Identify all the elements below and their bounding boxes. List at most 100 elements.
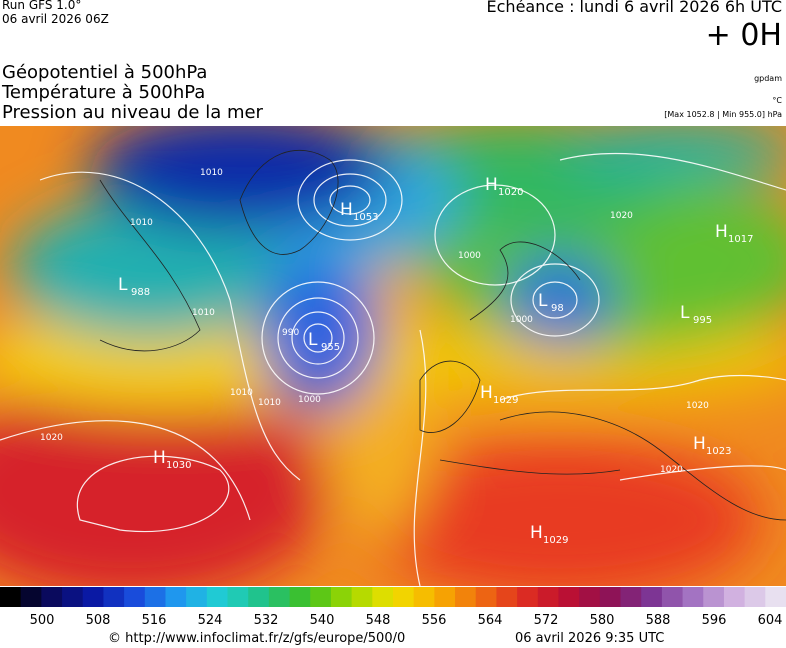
center-value: 988 <box>131 287 150 298</box>
field: Température à 500hPa <box>2 82 206 103</box>
isobar-label: 1010 <box>200 168 223 178</box>
center-letter: L <box>118 275 128 295</box>
center-letter: H <box>480 383 493 403</box>
isobar-label: 1000 <box>298 395 321 405</box>
colorbar-swatch <box>268 587 291 607</box>
field: Pression au niveau de la mer <box>2 102 263 123</box>
field: Géopotentiel à 500hPa <box>2 62 208 83</box>
center-value: 995 <box>693 315 712 326</box>
colorbar-swatch <box>434 587 456 607</box>
isobar-label: 1010 <box>258 398 281 408</box>
colorbar-swatch <box>310 587 332 607</box>
source-url: © http://www.infoclimat.fr/z/gfs/europe/… <box>108 631 406 646</box>
colorbar-swatch <box>330 587 353 607</box>
center-letter: L <box>680 303 690 323</box>
run-date: 06 avril 2026 06Z <box>2 12 109 26</box>
isobar-label: 1000 <box>510 315 533 325</box>
pressure-center: L 988 <box>118 275 150 298</box>
isobar-label: 1010 <box>192 308 215 318</box>
colorbar-swatch <box>393 587 415 607</box>
center-letter: H <box>153 448 166 468</box>
offset: + 0H <box>705 18 782 53</box>
echeance: Echéance : lundi 6 avril 2026 6h UTC <box>486 0 782 16</box>
colorbar-swatch <box>124 587 146 607</box>
pressure-center: H 1053 <box>340 200 378 223</box>
colorbar-swatch <box>661 587 684 607</box>
timestamp: 06 avril 2026 9:35 UTC <box>515 631 665 646</box>
isobar-label: 1020 <box>610 211 633 221</box>
pressure-center: L 995 <box>680 303 712 326</box>
run: Run GFS 1.0° <box>2 0 82 12</box>
colorbar-swatch <box>165 587 187 607</box>
center-letter: H <box>340 200 353 220</box>
center-value: 1029 <box>543 535 568 546</box>
center-value: 1053 <box>353 212 378 223</box>
colorbar-tick-label: 548 <box>366 613 391 628</box>
colorbar-tick-label: 556 <box>422 613 447 628</box>
colorbar-swatch <box>372 587 394 607</box>
colorbar-swatch <box>82 587 104 607</box>
colorbar-swatch <box>0 587 22 607</box>
colorbar-swatch <box>227 587 249 607</box>
colorbar-swatch <box>579 587 601 607</box>
colorbar-swatch <box>558 587 580 607</box>
center-value: 98 <box>551 303 564 314</box>
colorbar-tick-label: 508 <box>86 613 111 628</box>
colorbar-swatch <box>620 587 642 607</box>
center-value: 955 <box>321 342 340 353</box>
isobar-label: 990 <box>282 328 299 338</box>
isobar-label: 1000 <box>458 251 481 261</box>
center-letter: H <box>715 222 728 242</box>
colorbar-swatch <box>744 587 766 607</box>
center-value: 1020 <box>498 187 523 198</box>
colorbar-swatch <box>413 587 435 607</box>
center-value: 1030 <box>166 460 191 471</box>
colorbar-swatch <box>289 587 311 607</box>
colorbar-tick-label: 588 <box>646 613 671 628</box>
colorbar-swatch <box>206 587 229 607</box>
field-shading <box>0 126 786 586</box>
isobar-label: 1020 <box>660 465 683 475</box>
pressure-center: H 1017 <box>715 222 753 245</box>
center-value: 1017 <box>728 234 753 245</box>
colorbar-swatch <box>599 587 622 607</box>
colorbar-swatch <box>62 587 84 607</box>
center-letter: H <box>530 523 543 543</box>
colorbar-swatch <box>475 587 497 607</box>
center-value: 1029 <box>493 395 518 406</box>
colorbar-swatch <box>723 587 746 607</box>
colorbar-swatch <box>144 587 166 607</box>
colorbar-swatch <box>20 587 42 607</box>
pressure-center: H 1023 <box>693 434 731 457</box>
colorbar-swatch <box>517 587 539 607</box>
colorbar-swatch <box>682 587 704 607</box>
colorbar-swatch <box>41 587 63 607</box>
pressure-center: L 955 <box>308 330 340 353</box>
pressure-center: H 1030 <box>153 448 191 471</box>
colorbar-tick-label: 500 <box>30 613 55 628</box>
center-letter: L <box>538 291 548 311</box>
colorbar-swatch <box>496 587 518 607</box>
colorbar-tick-label: 540 <box>310 613 335 628</box>
colorbar-swatch <box>703 587 725 607</box>
colorbar-tick-label: 524 <box>198 613 223 628</box>
colorbar-swatch <box>248 587 270 607</box>
pressure-center: H 1029 <box>530 523 568 546</box>
colorbar-tick-label: 516 <box>142 613 167 628</box>
colorbar-swatch <box>765 587 786 607</box>
unit: gpdam <box>754 74 782 83</box>
colorbar-tick-label: 564 <box>478 613 503 628</box>
colorbar-swatch <box>103 587 125 607</box>
colorbar-swatch <box>351 587 373 607</box>
colorbar-tick-label: 596 <box>702 613 727 628</box>
center-letter: L <box>308 330 318 350</box>
unit: [Max 1052.8 | Min 955.0] hPa <box>664 110 782 119</box>
isobar-label: 1020 <box>686 401 709 411</box>
colorbar-tick-label: 604 <box>758 613 783 628</box>
pressure-center: H 1020 <box>485 175 523 198</box>
pressure-center: L 98 <box>538 291 564 314</box>
isobar-label: 1020 <box>40 433 63 443</box>
colorbar-tick-label: 572 <box>534 613 559 628</box>
